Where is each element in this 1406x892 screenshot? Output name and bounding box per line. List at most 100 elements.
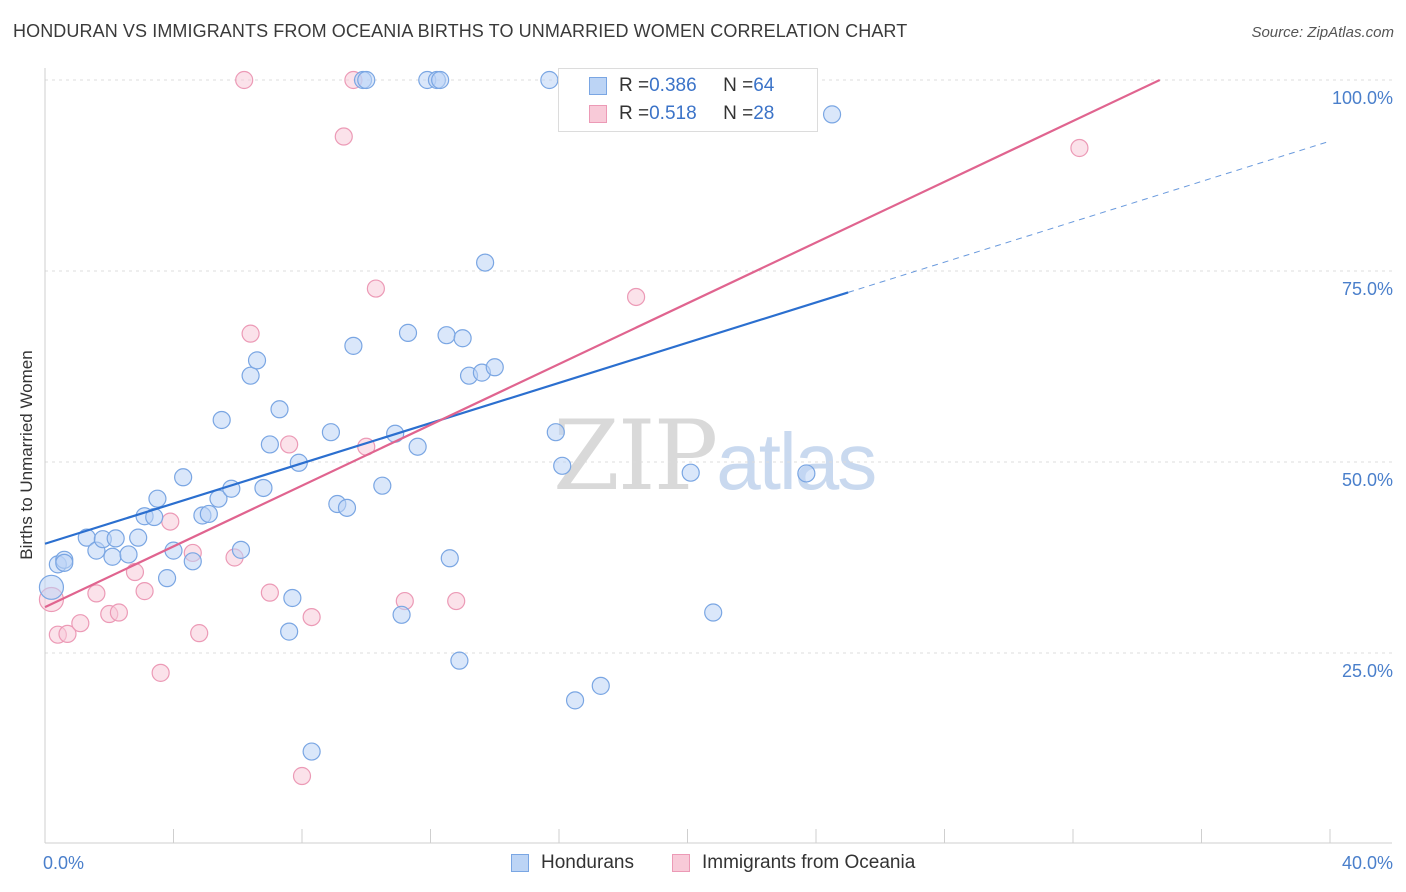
oceania-point [260,583,279,602]
honduran-point [157,569,177,588]
oceania-point [58,624,77,644]
honduran-point [103,547,122,566]
r-value: 0.386 [649,75,697,96]
source-label: Source: ZipAtlas.com [1251,24,1394,41]
honduran-point [106,529,125,548]
chart-title: HONDURAN VS IMMIGRANTS FROM OCEANIA BIRT… [13,21,908,41]
honduran-point [260,435,279,454]
honduran-point [591,676,610,695]
r-label: R = [619,75,650,96]
legend-item-oceania[interactable]: Immigrants from Oceania [672,852,915,874]
honduran-point [55,553,74,572]
oceania-legend-swatch [672,854,690,872]
x-tick-label: 0.0% [43,853,84,873]
honduran-points [38,70,842,761]
honduran-point [199,504,218,524]
honduran-point [174,468,193,487]
legend-label: Immigrants from Oceania [702,852,916,873]
honduran-point [431,70,450,90]
honduran-point [231,540,251,559]
honduran-point [450,651,469,670]
tick-labels: 25.0% 50.0% 75.0% 100.0% 0.0% 40.0% [43,88,1393,873]
honduran-point [392,605,411,624]
honduran-point [337,498,357,517]
honduran-point [357,70,376,90]
honduran-point [254,478,273,498]
oceania-point [235,70,254,90]
honduran-point [797,464,816,483]
honduran-point [270,400,289,419]
honduran-point [241,366,260,385]
oceania-point [151,663,170,682]
n-label: N = [723,103,754,124]
oceania-point [1070,138,1089,158]
honduran-point [280,622,299,641]
trend-lines [44,79,1331,609]
r-label: R = [619,103,650,124]
watermark-zip: ZIP [553,400,718,512]
honduran-point [119,545,138,564]
n-value: 28 [753,103,775,124]
honduran-point [565,691,585,710]
oceania-point [366,279,385,298]
oceania-point [87,584,106,603]
hondurans-legend-swatch [511,854,529,872]
honduran-point [553,456,572,475]
stats-row-oceania: R = 0.518 N = 28 [559,100,774,128]
y-tick-label: 75.0% [1342,279,1393,299]
honduran-point [437,326,456,345]
honduran-point [485,358,504,377]
y-tick-label: 25.0% [1342,661,1393,681]
honduran-point [344,336,363,355]
oceania-point [241,324,260,343]
oceania-point [190,624,209,643]
legend: Hondurans Immigrants from Oceania [0,852,1406,878]
honduran-point [540,70,559,90]
honduran-point [704,603,723,622]
oceania-point [109,603,128,622]
oceania-point [71,614,90,633]
honduran-point [247,351,267,370]
stats-box: R = 0.386 N = 64 R = 0.518 N = 28 [558,68,818,132]
honduran-point [148,489,167,508]
n-label: N = [723,75,754,96]
honduran-point [453,329,472,348]
y-tick-label: 50.0% [1342,470,1393,490]
n-value: 64 [753,75,775,96]
oceania-point [302,607,321,627]
oceania-points [38,70,1089,786]
oceania-point [125,562,145,582]
honduran-point [373,476,392,495]
oceania-point [135,582,154,601]
honduran-point [302,742,321,761]
honduran-trend-extension [847,140,1331,293]
oceania-swatch [589,105,607,123]
oceania-point [447,591,466,611]
honduran-point [476,253,495,272]
honduran-point [408,437,427,456]
legend-label: Hondurans [541,852,634,873]
y-tick-label: 100.0% [1332,88,1393,108]
stats-row-hondurans: R = 0.386 N = 64 [559,72,774,100]
axes [44,68,1392,844]
r-value: 0.518 [649,103,697,124]
honduran-point [321,423,341,442]
oceania-point [334,127,353,146]
honduran-point [212,410,231,430]
honduran-point [398,323,418,342]
honduran-point [822,105,842,124]
oceania-point [161,512,180,531]
honduran-point [283,588,302,608]
honduran-point [546,423,565,442]
honduran-point [440,549,459,568]
honduran-point [38,574,65,600]
oceania-point [626,287,646,307]
oceania-point [292,766,312,786]
honduran-point [183,552,202,571]
legend-item-hondurans[interactable]: Hondurans [511,852,634,874]
gridlines [45,79,1392,654]
oceania-point [280,435,299,454]
oceania-trend-line [44,79,1161,609]
hondurans-swatch [589,77,607,95]
